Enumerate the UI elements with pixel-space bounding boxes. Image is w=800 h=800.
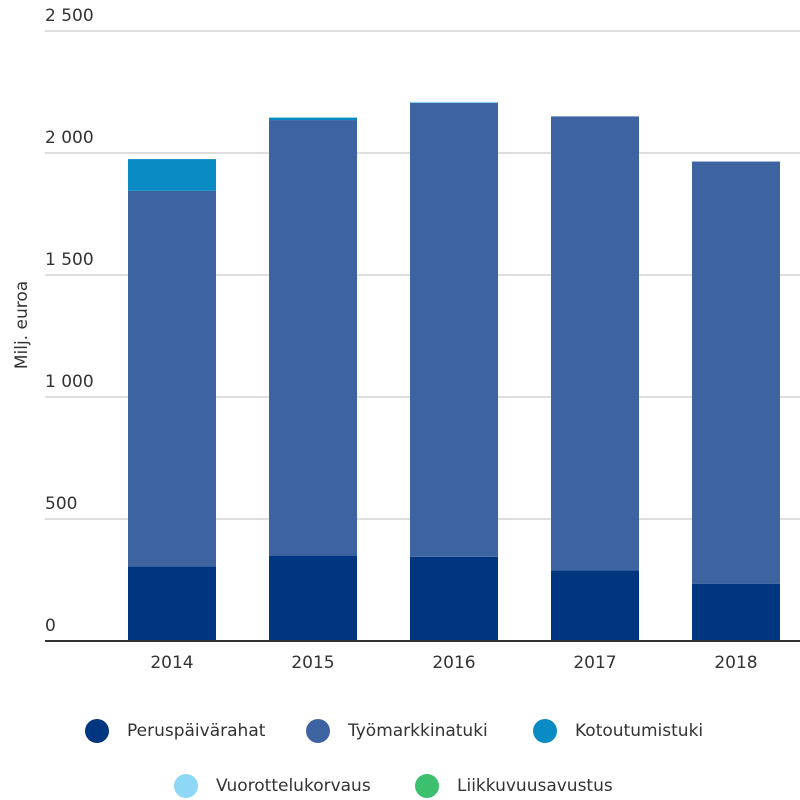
legend-label: Peruspäivärahat — [127, 721, 266, 741]
bar-segment — [128, 159, 216, 191]
y-tick-label: 1 000 — [45, 372, 94, 392]
y-tick-label: 0 — [45, 616, 56, 636]
bar-segment — [692, 583, 780, 641]
legend-label: Liikkuvuusavustus — [457, 776, 613, 796]
legend-swatch — [85, 719, 109, 743]
bar-segment — [269, 120, 357, 556]
legend-swatch — [306, 719, 330, 743]
bar-segment — [410, 101, 498, 103]
bar-segment — [410, 102, 498, 557]
x-tick-label: 2018 — [714, 653, 757, 673]
x-tick-label: 2016 — [432, 653, 475, 673]
x-tick-label: 2017 — [573, 653, 616, 673]
legend-swatch — [415, 774, 439, 798]
x-tick-label: 2015 — [291, 653, 334, 673]
bar-segment — [128, 190, 216, 567]
bar-segment — [551, 116, 639, 571]
bar-segment — [410, 556, 498, 641]
bar-segment — [269, 117, 357, 121]
bar-segment — [692, 161, 780, 584]
y-tick-label: 2 500 — [45, 6, 94, 26]
legend-label: Työmarkkinatuki — [347, 721, 488, 741]
bar-segment — [269, 555, 357, 641]
legend-swatch — [533, 719, 557, 743]
y-tick-label: 1 500 — [45, 250, 94, 270]
legend-label: Kotoutumistuki — [575, 721, 703, 741]
y-tick-label: 500 — [45, 494, 77, 514]
y-axis-label: Milj. euroa — [12, 281, 32, 369]
bar-segment — [128, 566, 216, 641]
legend-label: Vuorottelukorvaus — [216, 776, 371, 796]
y-tick-label: 2 000 — [45, 128, 94, 148]
legend-swatch — [174, 774, 198, 798]
x-tick-label: 2014 — [150, 653, 193, 673]
bar-segment — [551, 570, 639, 641]
